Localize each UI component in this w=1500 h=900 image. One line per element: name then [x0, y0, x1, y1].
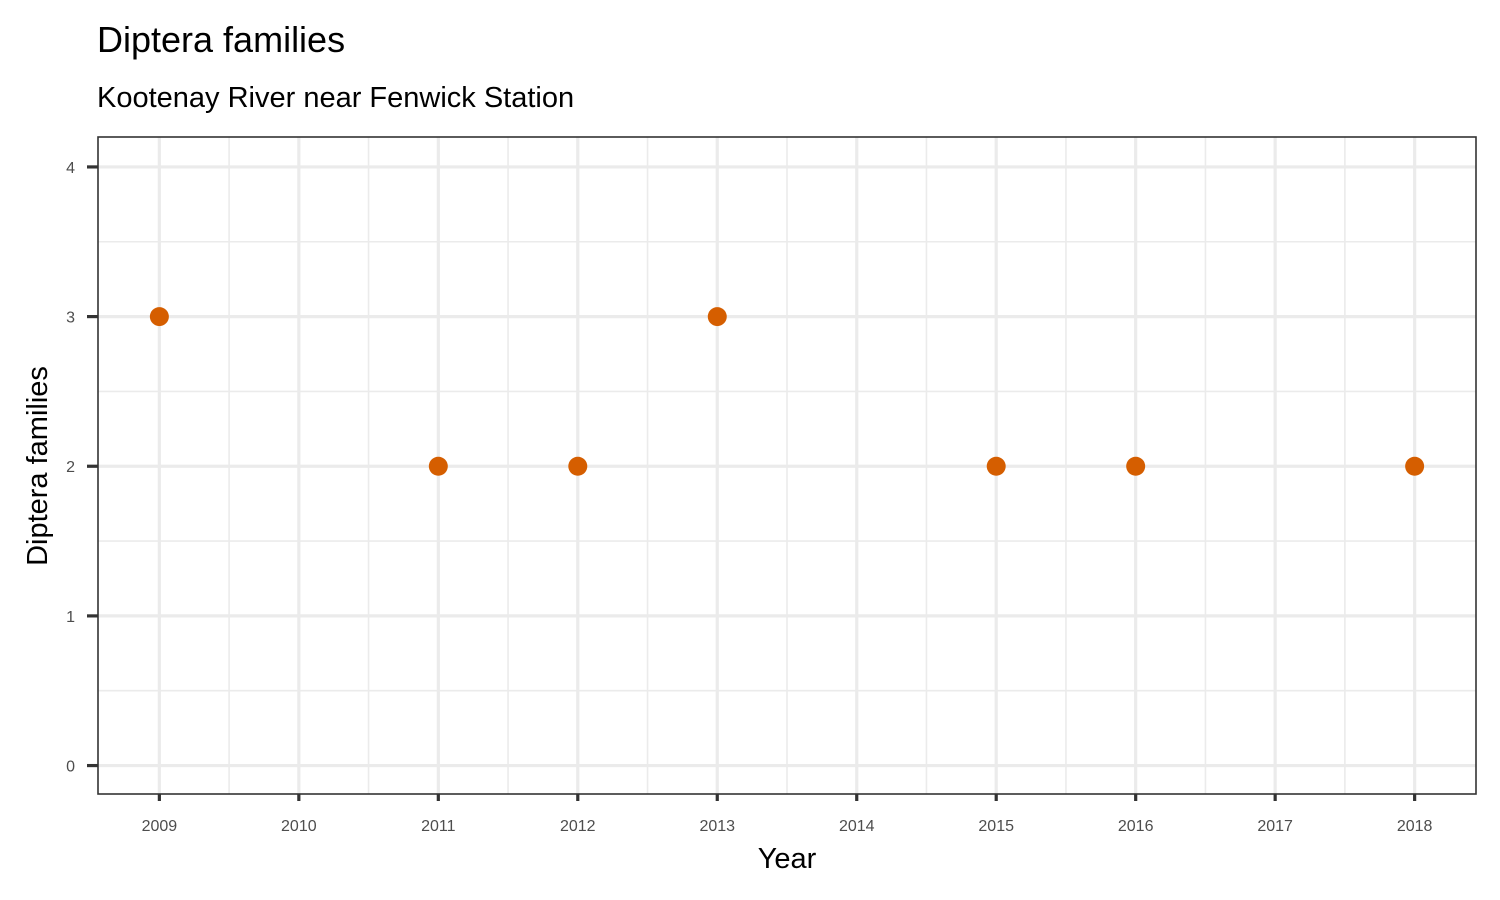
y-tick-label: 4	[66, 160, 75, 177]
data-point	[1126, 456, 1146, 476]
data-point	[428, 456, 448, 476]
y-tick-label: 2	[66, 459, 75, 476]
data-point	[707, 307, 727, 327]
chart-subtitle: Kootenay River near Fenwick Station	[97, 82, 574, 114]
x-tick-label: 2016	[1118, 818, 1154, 835]
x-tick-label: 2015	[978, 818, 1014, 835]
x-tick-label: 2010	[281, 818, 317, 835]
y-tick-label: 0	[66, 759, 75, 776]
x-tick-label: 2009	[142, 818, 178, 835]
x-tick-label: 2014	[839, 818, 875, 835]
data-points	[149, 307, 1425, 476]
x-tick-label: 2013	[699, 818, 735, 835]
data-point	[568, 456, 588, 476]
data-point	[1405, 456, 1425, 476]
chart-title: Diptera families	[97, 19, 345, 60]
data-point	[149, 307, 169, 327]
y-axis-ticks: 0 1 2 3 4	[66, 160, 98, 776]
y-tick-label: 3	[66, 310, 75, 327]
x-tick-label: 2018	[1397, 818, 1433, 835]
x-tick-label: 2011	[421, 818, 456, 835]
x-tick-label: 2017	[1257, 818, 1293, 835]
y-tick-label: 1	[66, 609, 75, 626]
data-point	[986, 456, 1006, 476]
y-axis-label: Diptera families	[22, 366, 54, 566]
x-axis-label: Year	[758, 843, 817, 875]
x-axis-ticks: 2009 2010 2011 2012 2013 2014 2015 2016 2017 2018	[142, 794, 1433, 835]
x-tick-label: 2012	[560, 818, 596, 835]
